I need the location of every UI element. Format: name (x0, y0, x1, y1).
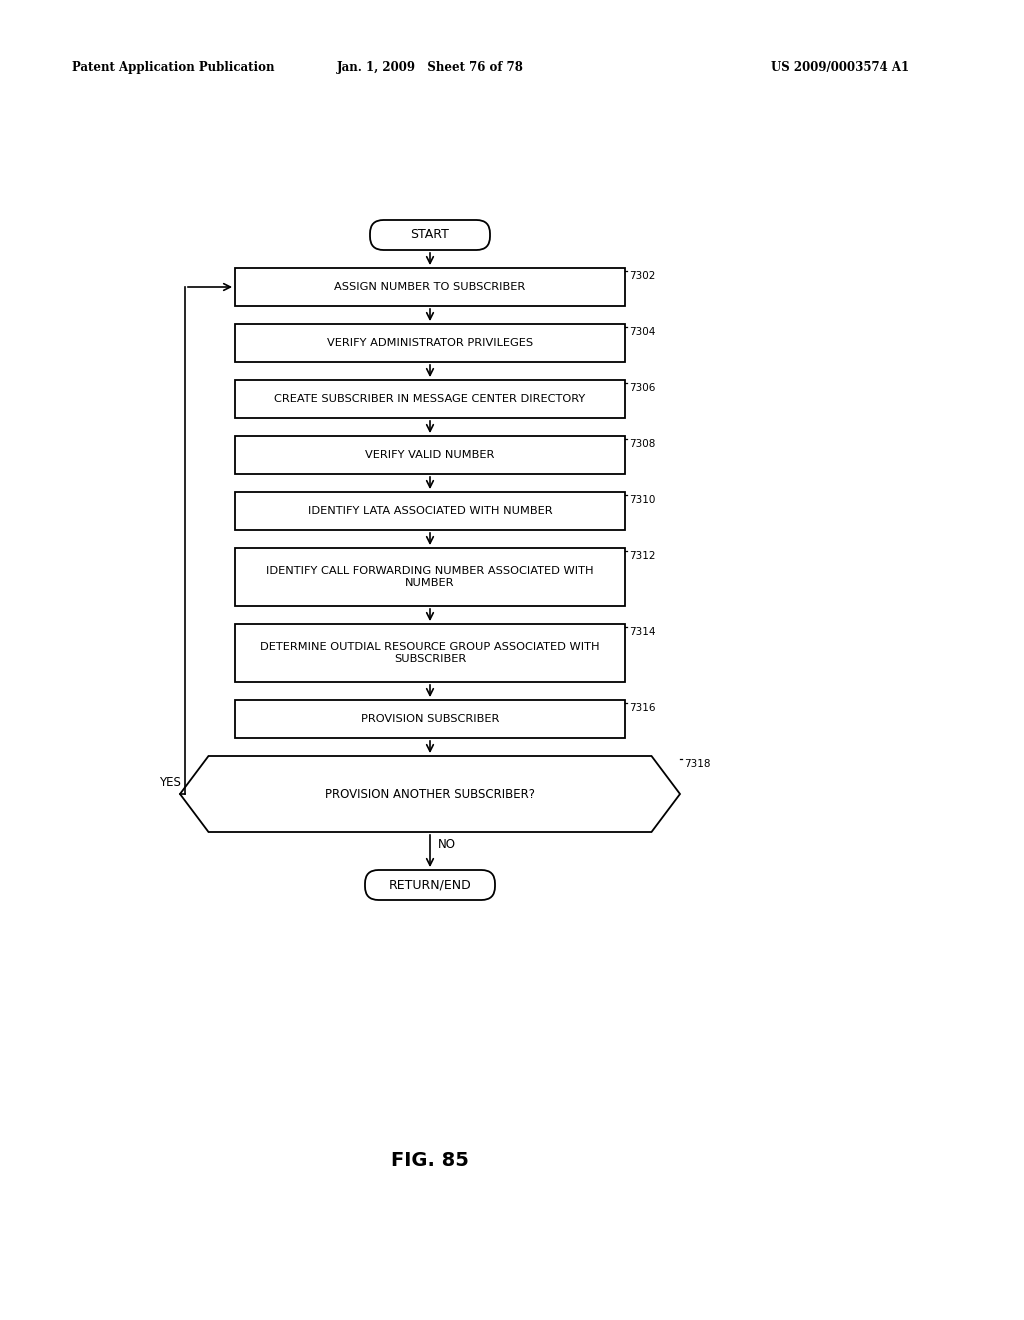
FancyBboxPatch shape (234, 436, 625, 474)
Text: VERIFY VALID NUMBER: VERIFY VALID NUMBER (366, 450, 495, 459)
Text: Patent Application Publication: Patent Application Publication (72, 62, 274, 74)
Text: NO: NO (438, 838, 456, 851)
FancyBboxPatch shape (234, 624, 625, 682)
Text: IDENTIFY LATA ASSOCIATED WITH NUMBER: IDENTIFY LATA ASSOCIATED WITH NUMBER (307, 506, 552, 516)
FancyBboxPatch shape (234, 380, 625, 418)
FancyBboxPatch shape (234, 700, 625, 738)
FancyBboxPatch shape (234, 492, 625, 531)
Text: FIG. 85: FIG. 85 (391, 1151, 469, 1170)
Text: PROVISION SUBSCRIBER: PROVISION SUBSCRIBER (360, 714, 499, 723)
Text: 7308: 7308 (629, 440, 655, 449)
Text: 7314: 7314 (629, 627, 655, 638)
Polygon shape (180, 756, 680, 832)
FancyBboxPatch shape (234, 323, 625, 362)
Text: 7312: 7312 (629, 550, 655, 561)
Text: 7310: 7310 (629, 495, 655, 506)
Text: 7316: 7316 (629, 704, 655, 713)
FancyBboxPatch shape (365, 870, 495, 900)
Text: CREATE SUBSCRIBER IN MESSAGE CENTER DIRECTORY: CREATE SUBSCRIBER IN MESSAGE CENTER DIRE… (274, 393, 586, 404)
FancyBboxPatch shape (234, 548, 625, 606)
Text: RETURN/END: RETURN/END (389, 879, 471, 891)
FancyBboxPatch shape (234, 268, 625, 306)
Text: PROVISION ANOTHER SUBSCRIBER?: PROVISION ANOTHER SUBSCRIBER? (325, 788, 535, 800)
Text: DETERMINE OUTDIAL RESOURCE GROUP ASSOCIATED WITH
SUBSCRIBER: DETERMINE OUTDIAL RESOURCE GROUP ASSOCIA… (260, 643, 600, 664)
Text: 7304: 7304 (629, 327, 655, 337)
Text: ASSIGN NUMBER TO SUBSCRIBER: ASSIGN NUMBER TO SUBSCRIBER (335, 282, 525, 292)
Text: 7302: 7302 (629, 271, 655, 281)
Text: IDENTIFY CALL FORWARDING NUMBER ASSOCIATED WITH
NUMBER: IDENTIFY CALL FORWARDING NUMBER ASSOCIAT… (266, 566, 594, 587)
Text: YES: YES (159, 776, 181, 789)
Text: 7318: 7318 (684, 759, 711, 770)
FancyBboxPatch shape (370, 220, 490, 249)
Text: Jan. 1, 2009   Sheet 76 of 78: Jan. 1, 2009 Sheet 76 of 78 (337, 62, 523, 74)
Text: US 2009/0003574 A1: US 2009/0003574 A1 (771, 62, 909, 74)
Text: 7306: 7306 (629, 383, 655, 393)
Text: START: START (411, 228, 450, 242)
Text: VERIFY ADMINISTRATOR PRIVILEGES: VERIFY ADMINISTRATOR PRIVILEGES (327, 338, 534, 348)
